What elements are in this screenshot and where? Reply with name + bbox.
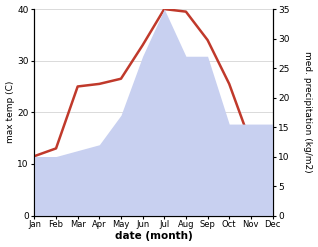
Y-axis label: med. precipitation (kg/m2): med. precipitation (kg/m2) <box>303 51 313 173</box>
Y-axis label: max temp (C): max temp (C) <box>5 81 15 144</box>
X-axis label: date (month): date (month) <box>114 231 192 242</box>
